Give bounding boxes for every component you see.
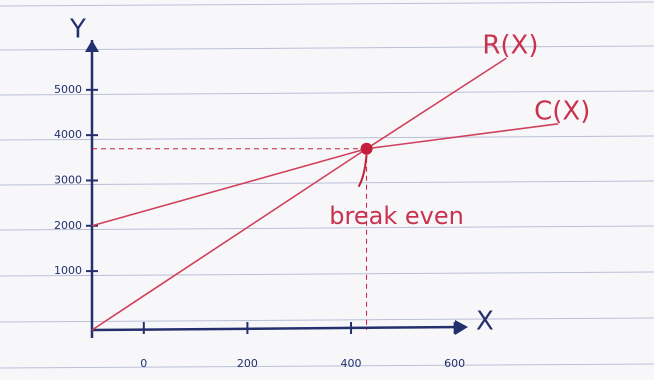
y-axis-label: Y <box>69 15 86 45</box>
y-tick-label: 5000 <box>54 83 82 96</box>
y-tick-label: 4000 <box>54 128 82 141</box>
series-label: C(X) <box>534 96 590 126</box>
paper-lines <box>0 2 654 368</box>
y-tick-label: 3000 <box>54 173 82 186</box>
y-arrow <box>85 40 99 52</box>
x-axis-label: X <box>476 307 494 337</box>
y-tick-label: 1000 <box>54 264 82 277</box>
series-label: R(X) <box>482 31 538 61</box>
x-arrow <box>455 320 468 335</box>
y-tick-label: 2000 <box>54 219 82 232</box>
x-tick-label: 200 <box>237 357 258 370</box>
break-even-pointer <box>359 155 367 187</box>
x-tick-label: 400 <box>341 357 362 370</box>
x-axis <box>92 327 465 330</box>
series-line <box>92 58 506 330</box>
x-tick-label: 0 <box>140 357 147 370</box>
break-even-label: break even <box>329 202 464 230</box>
x-tick-label: 600 <box>444 357 465 370</box>
break-even-point <box>361 143 373 155</box>
chart: Y X 1000 2000 3000 4000 5000 0 200 400 600 R(X) C(… <box>0 0 654 380</box>
